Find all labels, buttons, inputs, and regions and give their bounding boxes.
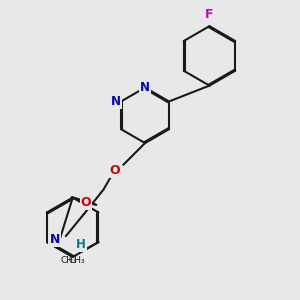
Text: N: N	[50, 233, 60, 246]
Text: N: N	[111, 95, 121, 108]
Text: F: F	[205, 8, 214, 21]
Text: O: O	[109, 164, 120, 177]
Text: O: O	[81, 196, 92, 209]
Text: CH₃: CH₃	[69, 256, 86, 265]
Text: N: N	[140, 81, 150, 94]
Text: CH₃: CH₃	[60, 256, 77, 265]
Text: H: H	[76, 238, 85, 250]
